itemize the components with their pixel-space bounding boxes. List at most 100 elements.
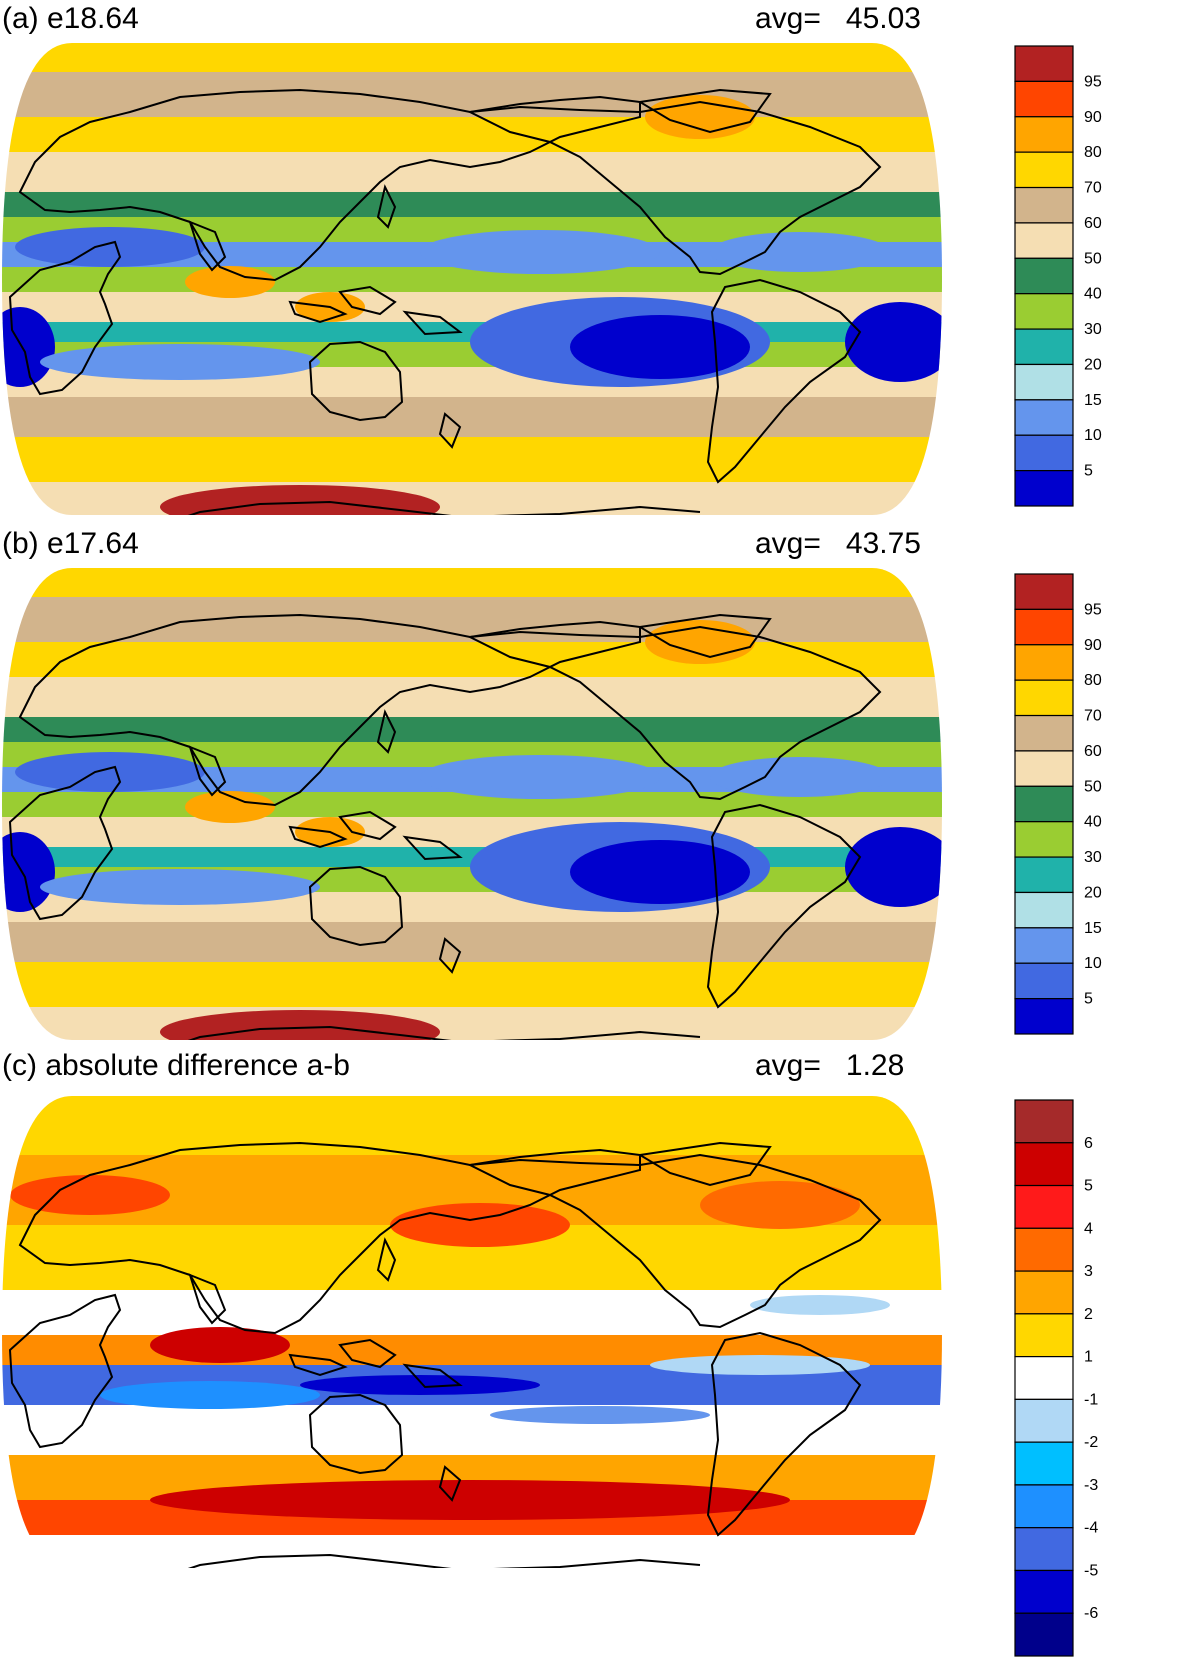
coastlines xyxy=(8,613,882,1040)
coastline xyxy=(438,412,462,449)
colorbar-swatch xyxy=(1014,186,1074,224)
field-region xyxy=(650,1355,870,1375)
field-band xyxy=(2,292,942,322)
field-region xyxy=(700,1181,860,1229)
colorbar-tick-label: 95 xyxy=(1084,601,1102,618)
colorbar-tick-label: -6 xyxy=(1084,1605,1098,1622)
field-band xyxy=(2,72,942,117)
field-region xyxy=(710,757,890,797)
field-band xyxy=(2,597,942,642)
colorbar-swatch xyxy=(1014,962,1074,1000)
coastline xyxy=(338,285,397,316)
avg-readout: avg= 1.28 xyxy=(755,1049,904,1083)
coastline xyxy=(188,745,227,797)
colorbar-tick-label: 4 xyxy=(1084,1220,1093,1237)
coastlines xyxy=(8,88,882,515)
avg-readout: avg= 43.75 xyxy=(755,527,921,561)
field-region xyxy=(40,344,320,380)
coastline xyxy=(308,1393,404,1475)
colorbar-tick-label: 30 xyxy=(1084,849,1102,866)
colorbar-swatch xyxy=(1014,1270,1074,1315)
panel-title: (a) e18.64 xyxy=(2,2,139,35)
colorbar-tick-label: 40 xyxy=(1084,814,1102,831)
coastline xyxy=(18,1141,641,1335)
colorbar-tick-label: 10 xyxy=(1084,955,1102,972)
field-region xyxy=(185,791,275,823)
colorbar-tick-label: -5 xyxy=(1084,1562,1098,1579)
colorbar-swatch xyxy=(1014,45,1074,82)
colorbar-swatch xyxy=(1014,644,1074,681)
field-band xyxy=(2,1096,942,1155)
colorbar-tick-label: 3 xyxy=(1084,1263,1093,1280)
colorbar-tick-label: 40 xyxy=(1084,286,1102,303)
colorbar-tick-label: 80 xyxy=(1084,144,1102,161)
avg-label: avg= xyxy=(755,1049,821,1082)
coastline xyxy=(188,220,227,272)
colorbar-tick-label: 30 xyxy=(1084,321,1102,338)
coastline xyxy=(466,625,882,801)
field-region xyxy=(710,232,890,272)
map-field xyxy=(2,43,942,515)
field-region xyxy=(490,1406,710,1424)
colorbar-tick-label: 10 xyxy=(1084,427,1102,444)
coastline xyxy=(706,1331,862,1537)
coastline xyxy=(706,278,862,484)
colorbar-tick-label: 95 xyxy=(1084,73,1102,90)
coastline xyxy=(376,184,397,229)
field-band xyxy=(2,922,942,962)
world-map xyxy=(2,568,942,1040)
colorbar-swatch xyxy=(1014,399,1074,436)
field-band xyxy=(2,397,942,437)
map-field xyxy=(2,568,942,1040)
coastline xyxy=(376,1237,397,1282)
colorbar-swatch xyxy=(1014,1398,1074,1443)
coastline xyxy=(308,340,404,422)
field-region xyxy=(160,1010,440,1040)
field-band xyxy=(2,1007,942,1040)
field-region xyxy=(750,1295,890,1315)
colorbar-swatch xyxy=(1014,1227,1074,1272)
panel-title: (c) absolute difference a-b xyxy=(2,1049,350,1082)
field-region xyxy=(570,315,750,379)
colorbar-swatch xyxy=(1014,891,1074,929)
field-band xyxy=(2,192,942,217)
field-band xyxy=(2,817,942,847)
colorbar-tick-label: 80 xyxy=(1084,672,1102,689)
coastline xyxy=(637,88,772,134)
colorbar-tick-label: -4 xyxy=(1084,1520,1098,1537)
colorbar-tick-label: 90 xyxy=(1084,637,1102,654)
field-band xyxy=(2,117,942,152)
field-region xyxy=(845,302,942,382)
colorbar-tick-label: 50 xyxy=(1084,778,1102,795)
field-band xyxy=(2,1405,942,1455)
colorbar-tick-label: -2 xyxy=(1084,1434,1098,1451)
colorbar-tick-label: 15 xyxy=(1084,920,1102,937)
field-band xyxy=(2,677,942,717)
colorbar-swatch xyxy=(1014,1099,1074,1144)
map-field xyxy=(2,1096,942,1568)
colorbar-tick-label: 6 xyxy=(1084,1135,1093,1152)
coastline xyxy=(18,613,641,807)
coastline xyxy=(18,88,641,282)
colorbar-tick-label: 1 xyxy=(1084,1349,1093,1366)
field-region xyxy=(150,1327,290,1363)
field-band xyxy=(2,568,942,597)
panel-a: (a) e18.64 avg= 45.03 95 90 80 70 60 50 40 30 20… xyxy=(0,0,1183,525)
colorbar: 95 90 80 70 60 50 40 30 20 15 10 5 xyxy=(1014,45,1102,507)
field-band xyxy=(2,152,942,192)
colorbar-tick-label: 20 xyxy=(1084,884,1102,901)
colorbar-tick-label: 50 xyxy=(1084,250,1102,267)
panel-b: (b) e17.64 avg= 43.75 95 90 80 70 60 50 40 30 20… xyxy=(0,525,1183,1045)
colorbar-swatch xyxy=(1014,116,1074,153)
colorbar-swatch xyxy=(1014,785,1074,823)
world-map xyxy=(2,1096,942,1568)
coastline xyxy=(169,500,701,515)
avg-readout: avg= 45.03 xyxy=(755,2,921,36)
coastline xyxy=(288,1353,348,1377)
coastline xyxy=(8,1293,122,1449)
colorbar-swatch xyxy=(1014,573,1074,610)
coastline xyxy=(637,613,772,659)
colorbar-swatch xyxy=(1014,1313,1074,1358)
colorbar-tick-label: 5 xyxy=(1084,1178,1093,1195)
field-region xyxy=(390,1203,570,1247)
